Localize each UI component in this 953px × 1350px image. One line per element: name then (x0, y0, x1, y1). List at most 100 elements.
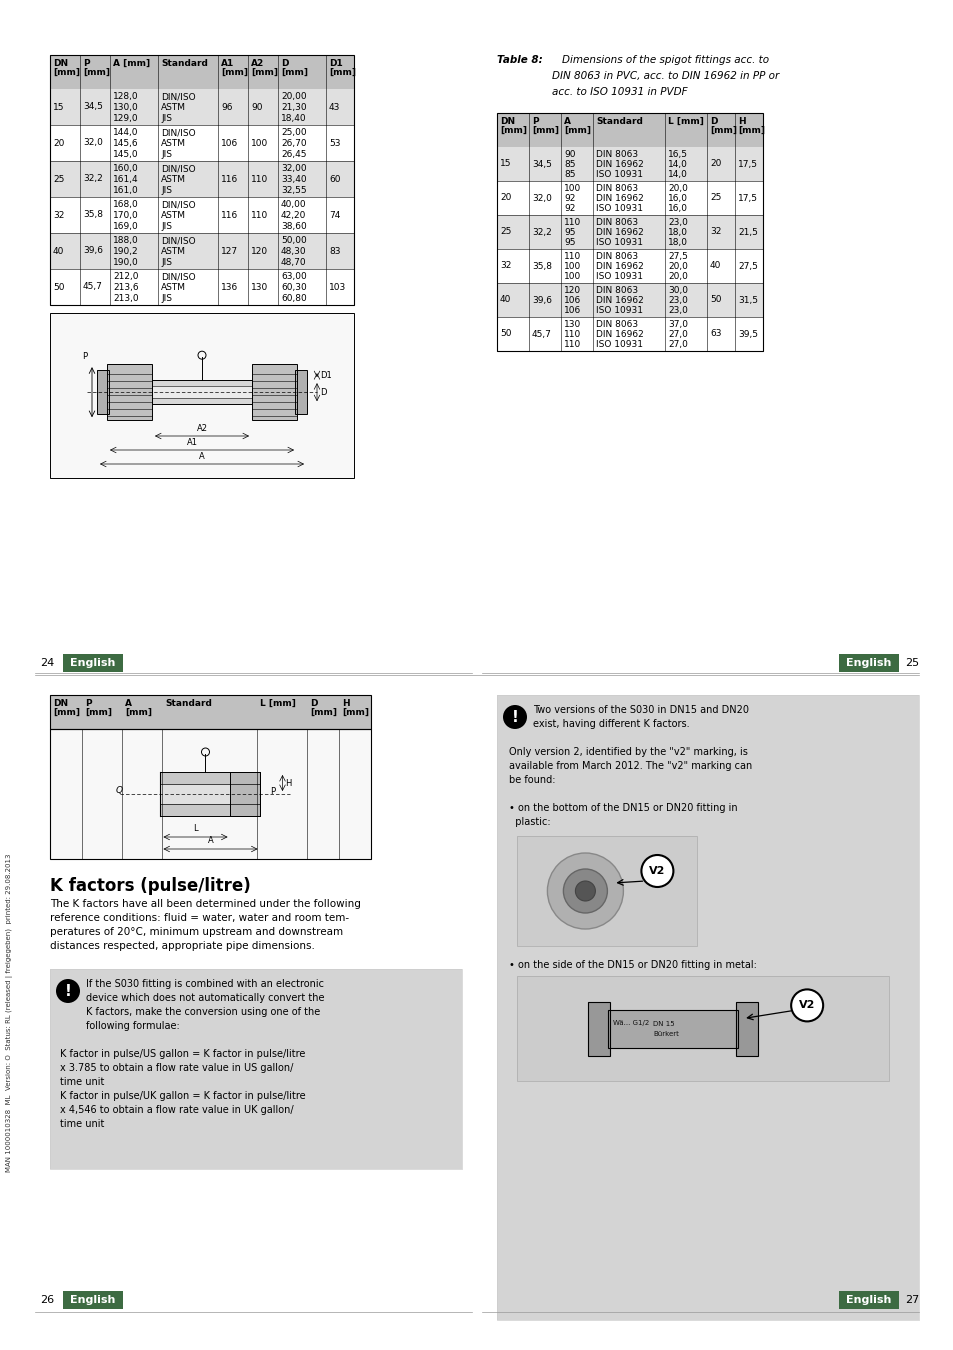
Text: 25,00: 25,00 (281, 128, 306, 138)
Text: A2: A2 (196, 424, 208, 433)
Text: 17,5: 17,5 (738, 193, 758, 202)
Text: [mm]: [mm] (310, 707, 336, 717)
Text: 128,0: 128,0 (112, 92, 138, 101)
Text: 42,20: 42,20 (281, 211, 306, 220)
Text: DIN 8063: DIN 8063 (596, 184, 638, 193)
Bar (107, 364, 152, 420)
Text: DIN 8063: DIN 8063 (596, 217, 638, 227)
Text: 32,2: 32,2 (83, 174, 103, 184)
Text: 32,2: 32,2 (532, 228, 551, 236)
Text: 100: 100 (563, 273, 580, 281)
Text: ISO 10931: ISO 10931 (596, 306, 642, 316)
Text: K factors, make the conversion using one of the: K factors, make the conversion using one… (86, 1007, 320, 1017)
Text: 27,5: 27,5 (667, 251, 687, 261)
Text: DIN 16962: DIN 16962 (596, 228, 643, 238)
Text: [mm]: [mm] (532, 126, 558, 135)
Text: 120: 120 (251, 247, 268, 255)
Text: acc. to ISO 10931 in PVDF: acc. to ISO 10931 in PVDF (552, 86, 687, 97)
Text: 110: 110 (563, 340, 580, 350)
Text: 60: 60 (329, 174, 340, 184)
Bar (517, 976, 888, 1081)
Text: DIN 8063: DIN 8063 (596, 320, 638, 328)
Text: • on the bottom of the DN15 or DN20 fitting in: • on the bottom of the DN15 or DN20 fitt… (509, 803, 737, 813)
Text: 24: 24 (40, 657, 54, 668)
Text: 63,00: 63,00 (281, 273, 307, 281)
Text: 21,5: 21,5 (738, 228, 757, 236)
Text: 27,0: 27,0 (667, 340, 687, 350)
Text: 21,30: 21,30 (281, 103, 306, 112)
Text: A1: A1 (186, 437, 197, 447)
Bar (97, 370, 109, 414)
Text: ASTM: ASTM (161, 176, 186, 184)
Text: 161,0: 161,0 (112, 186, 138, 194)
Text: 45,7: 45,7 (83, 282, 103, 292)
Text: 34,5: 34,5 (83, 103, 103, 112)
Text: 20: 20 (53, 139, 64, 147)
Text: 26: 26 (40, 1295, 54, 1305)
Text: ISO 10931: ISO 10931 (596, 273, 642, 281)
Text: 40,00: 40,00 (281, 200, 306, 209)
Bar (160, 784, 260, 805)
Bar (517, 836, 697, 946)
Bar (160, 784, 260, 805)
Text: 74: 74 (329, 211, 340, 220)
Text: K factor in pulse/US gallon = K factor in pulse/litre: K factor in pulse/US gallon = K factor i… (60, 1049, 305, 1058)
Text: 32,0: 32,0 (532, 193, 551, 202)
Text: !: ! (511, 710, 517, 725)
Text: H: H (285, 779, 292, 787)
Text: 25: 25 (904, 657, 918, 668)
Bar (50, 234, 354, 269)
Text: [mm]: [mm] (83, 68, 110, 77)
Text: 188,0: 188,0 (112, 236, 138, 246)
Text: DN: DN (53, 59, 68, 68)
Text: DIN/ISO: DIN/ISO (161, 128, 195, 138)
Text: Two versions of the S030 in DN15 and DN20: Two versions of the S030 in DN15 and DN2… (533, 705, 748, 716)
Text: 168,0: 168,0 (112, 200, 138, 209)
Bar (50, 313, 354, 478)
Text: L: L (193, 824, 197, 833)
Text: 130: 130 (563, 320, 580, 328)
Text: English: English (845, 657, 891, 668)
Text: !: ! (65, 984, 71, 999)
Text: 17,5: 17,5 (738, 159, 758, 169)
Text: 110: 110 (251, 174, 268, 184)
Text: 14,0: 14,0 (667, 161, 687, 169)
Text: 100: 100 (563, 184, 580, 193)
Bar (160, 772, 260, 815)
Text: [mm]: [mm] (329, 68, 355, 77)
Bar (497, 317, 762, 351)
Text: [mm]: [mm] (85, 707, 112, 717)
Text: 34,5: 34,5 (532, 159, 551, 169)
Text: L [mm]: L [mm] (667, 117, 703, 126)
Bar (50, 969, 461, 1169)
Text: Dimensions of the spigot fittings acc. to: Dimensions of the spigot fittings acc. t… (561, 55, 768, 65)
Text: 27,0: 27,0 (667, 329, 687, 339)
Bar (50, 729, 371, 859)
Text: 25: 25 (709, 193, 720, 202)
Bar (497, 181, 762, 215)
Text: 85: 85 (563, 170, 575, 180)
Text: 130,0: 130,0 (112, 103, 138, 112)
Text: 20,0: 20,0 (667, 273, 687, 281)
Text: plastic:: plastic: (509, 817, 550, 828)
Circle shape (575, 882, 595, 900)
Text: 20,0: 20,0 (667, 262, 687, 271)
Text: [mm]: [mm] (53, 68, 80, 77)
Text: 213,6: 213,6 (112, 284, 138, 292)
Bar (152, 381, 252, 404)
Text: 213,0: 213,0 (112, 294, 138, 302)
Bar (63, 653, 123, 672)
Text: ISO 10931: ISO 10931 (596, 170, 642, 180)
Text: 92: 92 (563, 194, 575, 202)
Bar (0, 675, 476, 1350)
Text: D: D (319, 387, 326, 397)
Text: time unit: time unit (60, 1119, 104, 1129)
Text: 106: 106 (563, 296, 580, 305)
Bar (50, 729, 371, 859)
Text: [mm]: [mm] (499, 126, 526, 135)
Text: 40: 40 (709, 262, 720, 270)
Text: [mm]: [mm] (341, 707, 369, 717)
Text: A1: A1 (221, 59, 234, 68)
Bar (588, 1002, 610, 1056)
Text: A: A (199, 452, 205, 460)
